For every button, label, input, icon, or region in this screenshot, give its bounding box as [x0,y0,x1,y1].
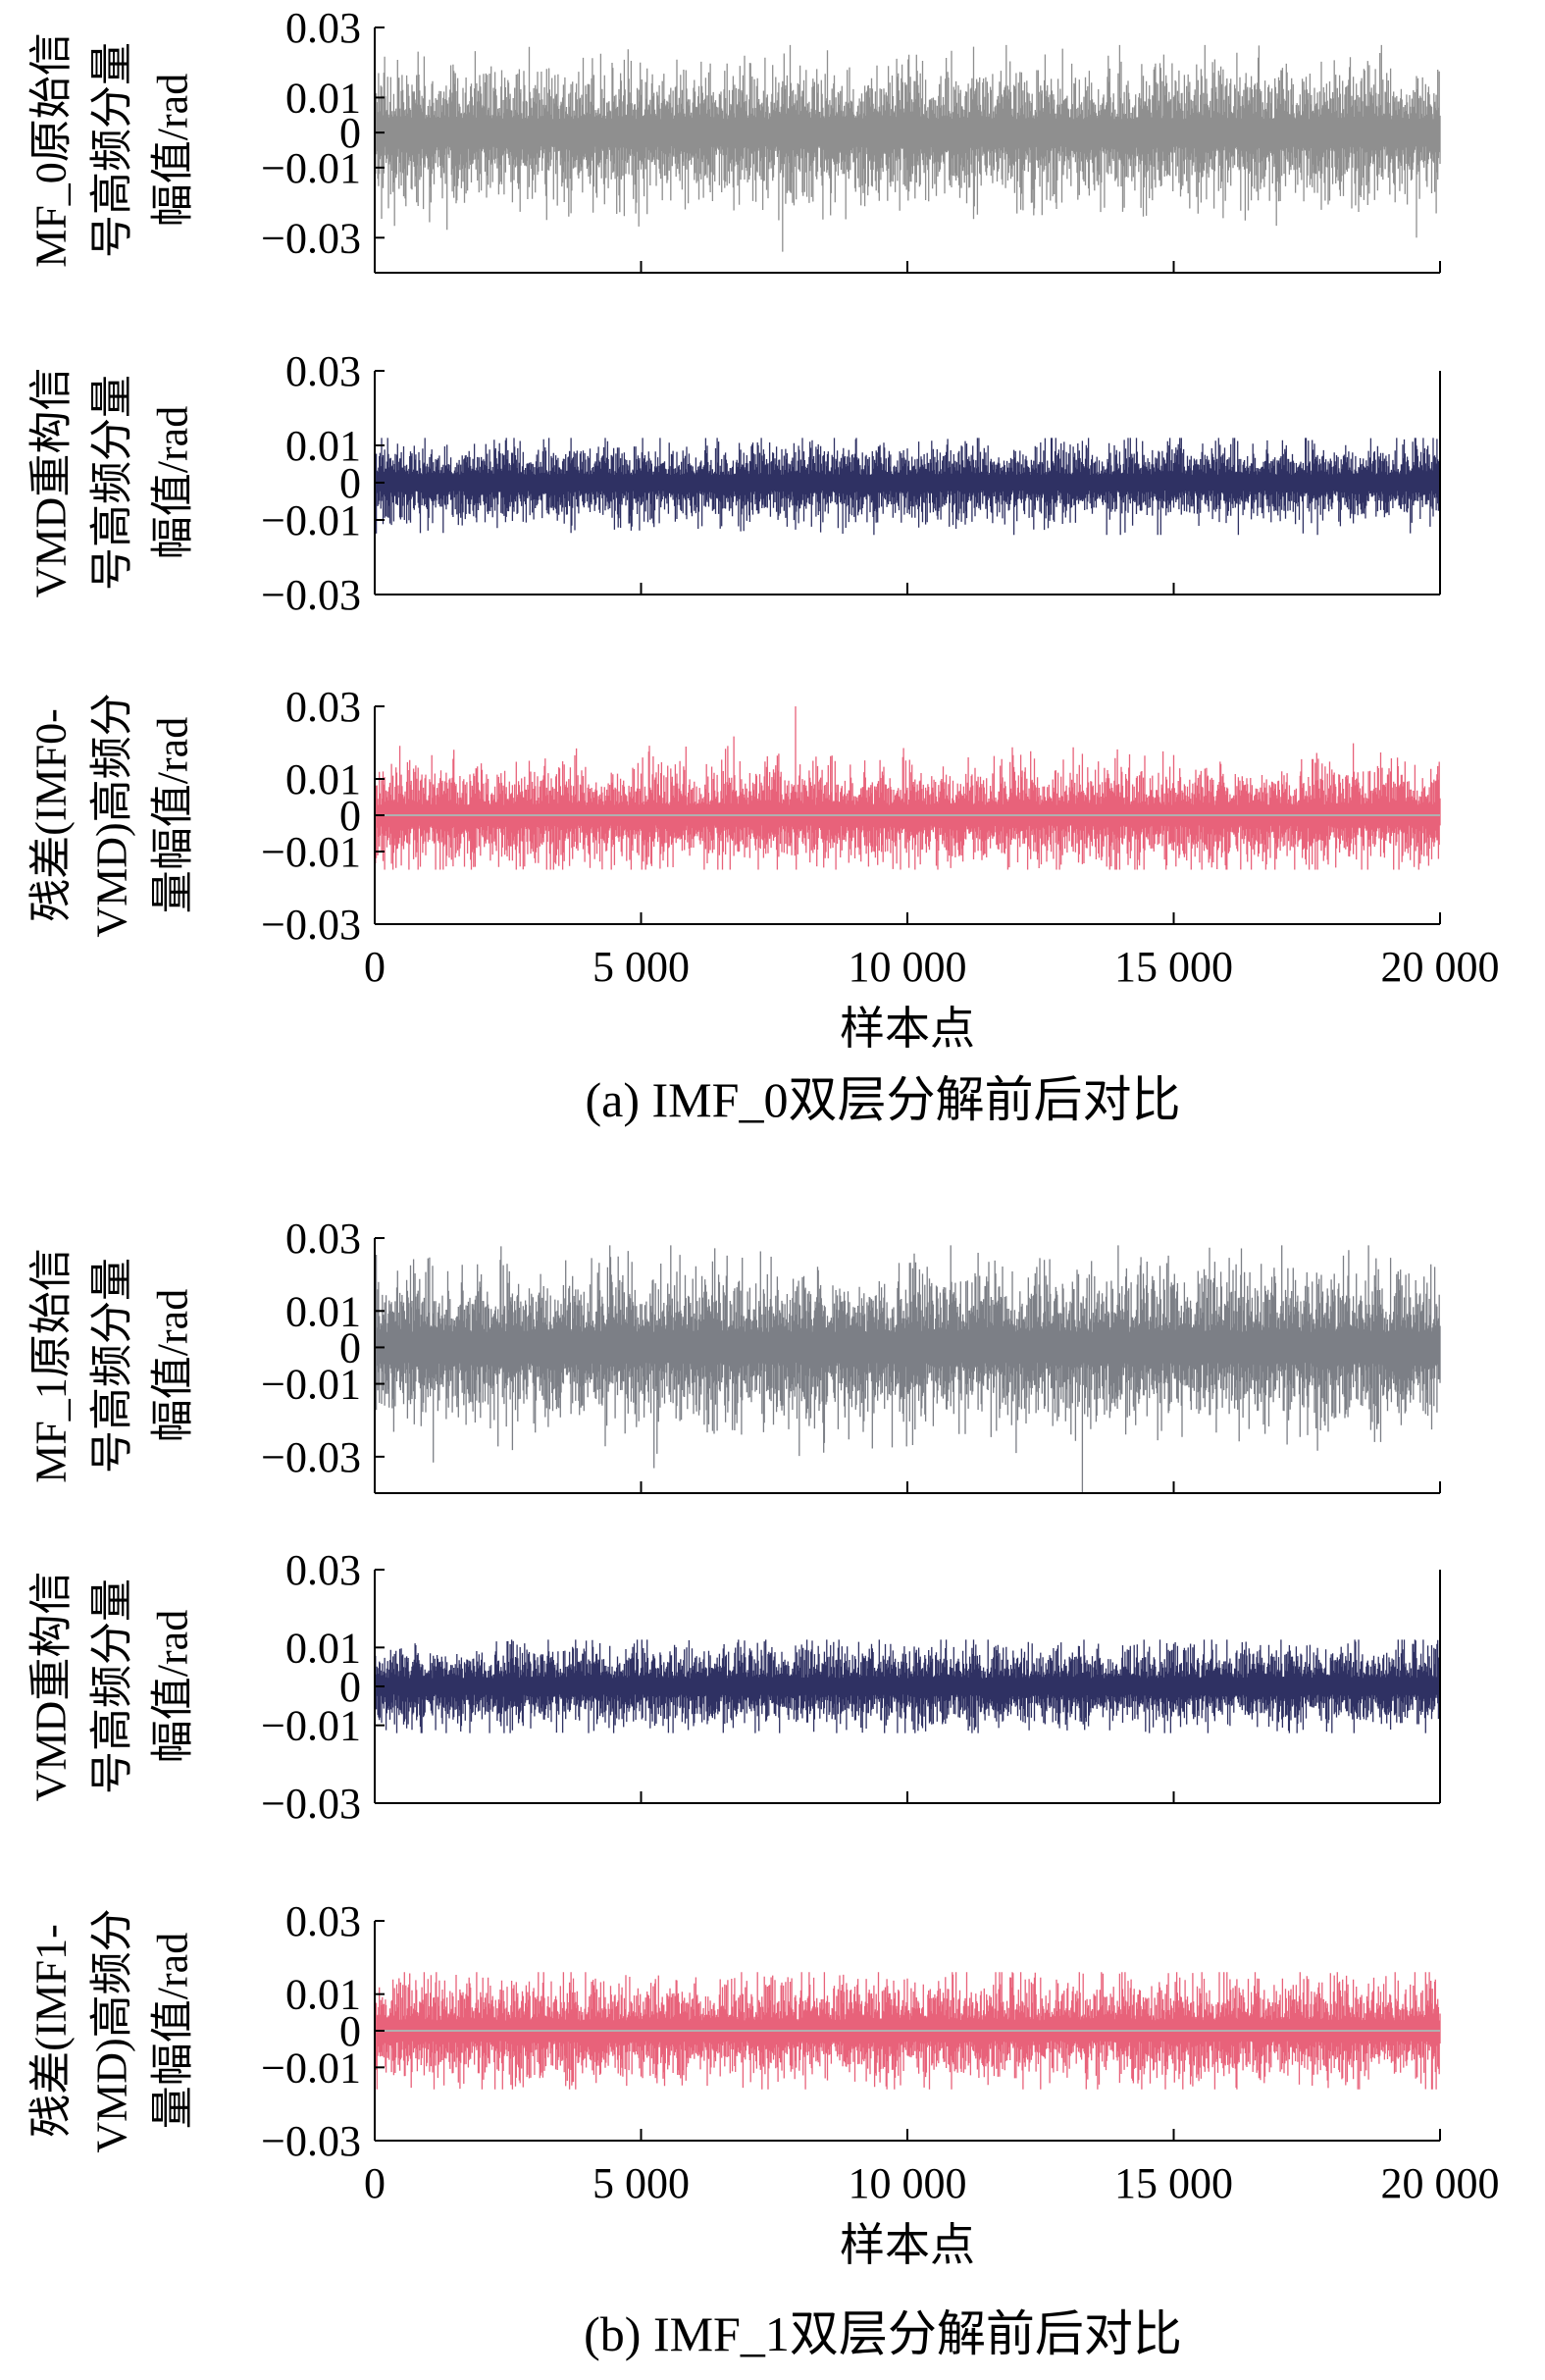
y-tick-label: 0.01 [285,1287,361,1335]
subplot-5: 0.03 0.010−0.01 −0.03 VMD重构信 号高频分量 幅值/rad [27,1546,1441,1828]
x-axis-label: 样本点 [840,2220,975,2270]
y-tick-label: −0.01 [261,828,361,876]
y-axis-label: 量幅值/rad [149,717,197,913]
y-tick-label: 0.01 [285,1971,361,2019]
x-tick-label: 20 000 [1381,2159,1500,2207]
y-tick-label: 0.03 [285,1546,361,1594]
y-tick-label: 0.03 [285,1897,361,1945]
x-tick-label: 20 000 [1381,943,1500,991]
y-axis-label: 幅值/rad [149,1289,197,1442]
y-axis-label: 幅值/rad [149,74,197,227]
y-axis-label: VMD)高频分 [88,693,136,937]
x-tick-label: 10 000 [849,2159,967,2207]
subplot-1: 0.03 0.010−0.01 −0.03 MF_0原始信 号高频分量 幅值/rad [27,4,1441,274]
y-tick-label: −0.03 [261,1780,361,1828]
y-axis-label: 量幅值/rad [149,1933,197,2129]
y-axis-label: MF_0原始信 [27,32,76,268]
y-axis-label: 残差(IMF1- [27,1924,76,2138]
y-tick-label: 0.01 [285,755,361,803]
y-tick-label: 0 [339,2007,361,2055]
y-tick-label: 0.03 [285,4,361,52]
signal-series [374,44,1441,252]
x-tick-label: 15 000 [1114,2159,1233,2207]
y-tick-label: 0.01 [285,1624,361,1672]
y-tick-label: 0.03 [285,1215,361,1263]
x-tick-label: 0 [364,943,386,991]
y-tick-label: 0.01 [285,74,361,122]
signal-series [374,1639,1441,1733]
y-tick-label: −0.01 [261,1702,361,1750]
y-axis-label: 幅值/rad [149,1610,197,1763]
y-tick-label: 0.03 [285,347,361,395]
x-tick-label: 10 000 [849,943,967,991]
y-tick-label: 0 [339,459,361,507]
subplot-3: 0.030.010−0.01−0.030 5 000 10 000 15 000 20 … [27,683,1500,991]
y-tick-label: 0 [339,1323,361,1371]
y-tick-label: −0.03 [261,214,361,262]
y-axis-label: 号高频分量 [88,1258,136,1474]
y-tick-label: 0.03 [285,683,361,731]
y-tick-label: 0 [339,109,361,157]
y-tick-label: 0.01 [285,422,361,470]
y-axis-label: VMD重构信 [27,368,76,598]
y-tick-label: −0.03 [261,901,361,949]
x-tick-label: 15 000 [1114,943,1233,991]
y-axis-label: 号高频分量 [88,375,136,591]
y-tick-label: 0 [339,792,361,840]
y-tick-label: −0.01 [261,496,361,544]
signal-series [374,438,1441,536]
panel-caption: (a) IMF_0双层分解前后对比 [586,1072,1181,1127]
y-tick-label: −0.03 [261,2117,361,2165]
subplot-4: 0.03 0.010−0.01 −0.03 MF_1原始信 号高频分量 幅值/rad [27,1215,1441,1494]
x-tick-label: 5 000 [592,943,690,991]
y-tick-label: −0.01 [261,1361,361,1409]
y-tick-label: −0.01 [261,144,361,192]
subplot-6: 0.030.010−0.01−0.030 5 000 10 000 15 000 20 … [27,1897,1500,2207]
y-axis-label: 幅值/rad [149,406,197,559]
signal-series [374,706,1441,870]
panel-caption: (b) IMF_1双层分解前后对比 [584,2306,1182,2361]
y-axis-label: 残差(IMF0- [27,708,76,922]
y-tick-label: −0.03 [261,1433,361,1481]
x-tick-label: 0 [364,2159,386,2207]
y-axis-label: 号高频分量 [88,42,136,258]
y-tick-label: −0.01 [261,2044,361,2092]
y-tick-label: 0 [339,1663,361,1711]
y-axis-label: VMD重构信 [27,1572,76,1802]
y-axis-label: MF_1原始信 [27,1248,76,1483]
x-tick-label: 5 000 [592,2159,690,2207]
y-axis-label: VMD)高频分 [88,1908,136,2152]
y-axis-label: 号高频分量 [88,1578,136,1794]
y-tick-label: −0.03 [261,571,361,619]
x-axis-label: 样本点 [840,1004,975,1054]
subplot-2: 0.03 0.010−0.01 −0.03 VMD重构信 号高频分量 幅值/rad [27,347,1441,619]
signal-series [374,1245,1441,1493]
